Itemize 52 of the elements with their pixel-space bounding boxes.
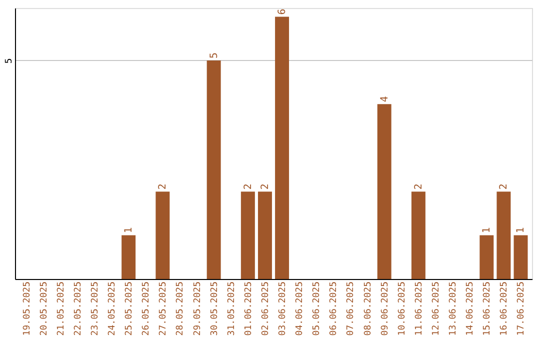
bar <box>258 192 272 279</box>
x-tick-label: 15.06.2025 <box>482 282 493 336</box>
bar <box>206 60 221 279</box>
bar <box>156 192 170 279</box>
bar <box>240 192 255 279</box>
data-label: 5 <box>208 52 220 58</box>
x-tick-label: 24.05.2025 <box>108 282 118 336</box>
data-label: 2 <box>498 184 510 190</box>
x-tick-label: 08.06.2025 <box>363 282 374 336</box>
data-label: 2 <box>158 184 169 190</box>
data-label: 2 <box>242 184 254 190</box>
x-tick-label: 06.06.2025 <box>329 282 340 336</box>
bar <box>480 235 494 279</box>
bar <box>122 235 136 279</box>
data-label: 4 <box>379 96 390 102</box>
x-tick-label: 22.05.2025 <box>73 282 84 336</box>
x-tick-label: 27.05.2025 <box>158 282 169 336</box>
x-tick-label: 03.06.2025 <box>278 282 288 336</box>
x-tick-label: 29.05.2025 <box>192 282 203 336</box>
x-tick-label: 31.05.2025 <box>226 282 237 336</box>
x-tick-label: 16.06.2025 <box>500 282 510 336</box>
x-tick-label: 26.05.2025 <box>142 282 152 336</box>
bar <box>377 104 392 279</box>
x-tick-label: 23.05.2025 <box>90 282 100 336</box>
x-tick-label: 11.06.2025 <box>414 282 424 336</box>
bar <box>496 192 511 279</box>
data-label: 6 <box>277 8 288 15</box>
bar <box>275 16 290 279</box>
x-tick-label: 30.05.2025 <box>210 282 220 336</box>
x-tick-label: 12.06.2025 <box>431 282 442 336</box>
data-label: 1 <box>482 227 493 234</box>
x-tick-label: 14.06.2025 <box>466 282 476 336</box>
x-tick-label: 17.06.2025 <box>516 282 527 336</box>
x-tick-label: 05.06.2025 <box>312 282 322 336</box>
x-tick-label: 02.06.2025 <box>260 282 271 336</box>
x-tick-label: 28.05.2025 <box>176 282 186 336</box>
x-tick-label: 10.06.2025 <box>397 282 408 336</box>
data-label: 2 <box>413 184 424 190</box>
x-tick-label: 01.06.2025 <box>244 282 254 336</box>
x-tick-label: 19.05.2025 <box>22 282 32 336</box>
x-tick-label: 13.06.2025 <box>448 282 459 336</box>
x-tick-label: 21.05.2025 <box>56 282 66 336</box>
bar <box>514 235 528 279</box>
data-label: 2 <box>260 184 271 190</box>
data-label: 1 <box>516 227 527 234</box>
x-tick-label: 20.05.2025 <box>39 282 50 336</box>
x-tick-label: 25.05.2025 <box>124 282 135 336</box>
data-label: 1 <box>124 227 135 234</box>
x-tick-label: 09.06.2025 <box>380 282 390 336</box>
x-tick-label: 07.06.2025 <box>346 282 356 336</box>
x-tick-label: 04.06.2025 <box>295 282 306 336</box>
bar <box>411 192 426 279</box>
